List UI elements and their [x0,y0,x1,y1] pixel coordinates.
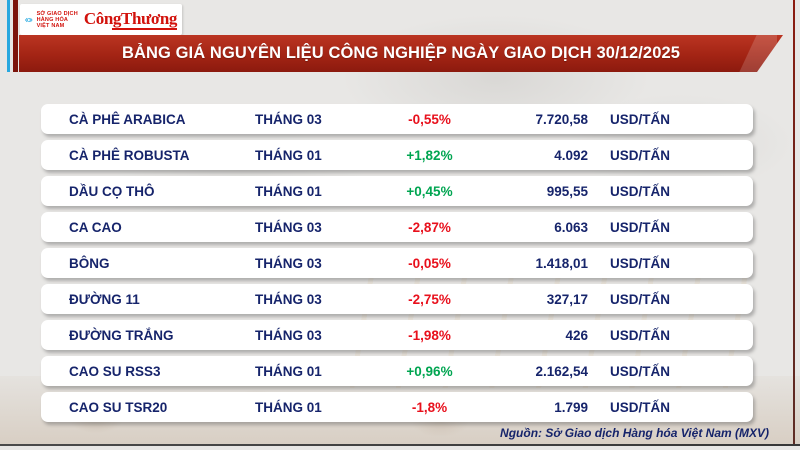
logo-bar: SỞ GIAO DỊCH HÀNG HÓA VIỆT NAM CôngThươn… [20,4,182,35]
price-value: 1.799 [554,399,588,415]
price-value: 327,17 [546,291,588,307]
contract-month: THÁNG 01 [255,183,322,199]
contract-month: THÁNG 03 [255,255,322,271]
change-percent: -1,8% [411,399,448,415]
table-row: CÀ PHÊ ROBUSTA THÁNG 01 +1,82% 4.092 USD… [41,140,753,170]
contract-month: THÁNG 03 [255,111,322,127]
right-frame-line [793,0,795,446]
price-unit: USD/TẤN [610,255,670,271]
page-title: BẢNG GIÁ NGUYÊN LIỆU CÔNG NGHIỆP NGÀY GI… [121,44,681,62]
cong-thuong-logo-underline [111,27,177,30]
change-percent: -0,05% [408,255,451,271]
left-accent-stripe-red [13,0,18,72]
price-unit: USD/TẤN [610,111,670,127]
source-attribution: Nguồn: Sở Giao dịch Hàng hóa Việt Nam (M… [500,426,769,440]
price-value: 2.162,54 [535,363,588,379]
price-unit: USD/TẤN [610,183,670,199]
contract-month: THÁNG 03 [255,219,322,235]
change-percent: +0,45% [406,183,453,199]
mxv-logo-line: VIỆT NAM [36,22,65,29]
table-row: ĐƯỜNG TRẮNG THÁNG 03 -1,98% 426 USD/TẤN [41,320,753,350]
change-percent: -1,98% [408,327,451,343]
left-accent-stripe-blue [7,0,10,72]
change-percent: -2,87% [408,219,451,235]
title-banner: BẢNG GIÁ NGUYÊN LIỆU CÔNG NGHIỆP NGÀY GI… [19,35,783,72]
change-percent: -0,55% [408,111,451,127]
commodity-name: DẦU CỌ THÔ [69,183,155,199]
contract-month: THÁNG 01 [255,399,322,415]
commodity-name: ĐƯỜNG 11 [69,291,140,307]
commodity-name: BÔNG [69,255,110,271]
contract-month: THÁNG 01 [255,363,322,379]
commodity-name: ĐƯỜNG TRẮNG [69,327,174,343]
price-unit: USD/TẤN [610,399,670,415]
price-value: 995,55 [546,183,588,199]
table-row: DẦU CỌ THÔ THÁNG 01 +0,45% 995,55 USD/TẤ… [41,176,753,206]
change-percent: +1,82% [406,147,453,163]
commodity-name: CA CAO [69,219,122,235]
price-value: 6.063 [554,219,588,235]
table-row: CA CAO THÁNG 03 -2,87% 6.063 USD/TẤN [41,212,753,242]
price-unit: USD/TẤN [610,327,670,343]
price-value: 7.720,58 [535,111,588,127]
change-percent: +0,96% [406,363,453,379]
table-row: BÔNG THÁNG 03 -0,05% 1.418,01 USD/TẤN [41,248,753,278]
mxv-logo-icon [25,17,33,22]
commodity-name: CÀ PHÊ ROBUSTA [69,147,190,163]
change-percent: -2,75% [408,291,451,307]
table-row: CAO SU RSS3 THÁNG 01 +0,96% 2.162,54 USD… [41,356,753,386]
price-value: 1.418,01 [535,255,588,271]
price-unit: USD/TẤN [610,147,670,163]
mxv-logo-line: SỞ GIAO DỊCH [36,10,78,17]
bottom-frame-line [0,444,800,446]
price-value: 4.092 [554,147,588,163]
price-unit: USD/TẤN [610,291,670,307]
price-unit: USD/TẤN [610,219,670,235]
commodity-name: CAO SU RSS3 [69,363,161,379]
cong-thuong-logo-text: CôngThương [83,8,178,28]
table-row: ĐƯỜNG 11 THÁNG 03 -2,75% 327,17 USD/TẤN [41,284,753,314]
contract-month: THÁNG 03 [255,291,322,307]
cong-thuong-logo: CôngThương [84,10,177,30]
commodity-name: CAO SU TSR20 [69,399,168,415]
price-table: CÀ PHÊ ARABICA THÁNG 03 -0,55% 7.720,58 … [41,104,753,428]
mxv-logo-text: SỞ GIAO DỊCH HÀNG HÓA VIỆT NAM [37,11,78,29]
table-row: CAO SU TSR20 THÁNG 01 -1,8% 1.799 USD/TẤ… [41,392,753,422]
mxv-logo-line: HÀNG HÓA [36,16,69,23]
price-unit: USD/TẤN [610,363,670,379]
price-value: 426 [565,327,588,343]
commodity-name: CÀ PHÊ ARABICA [69,111,186,127]
contract-month: THÁNG 03 [255,327,322,343]
contract-month: THÁNG 01 [255,147,322,163]
table-row: CÀ PHÊ ARABICA THÁNG 03 -0,55% 7.720,58 … [41,104,753,134]
